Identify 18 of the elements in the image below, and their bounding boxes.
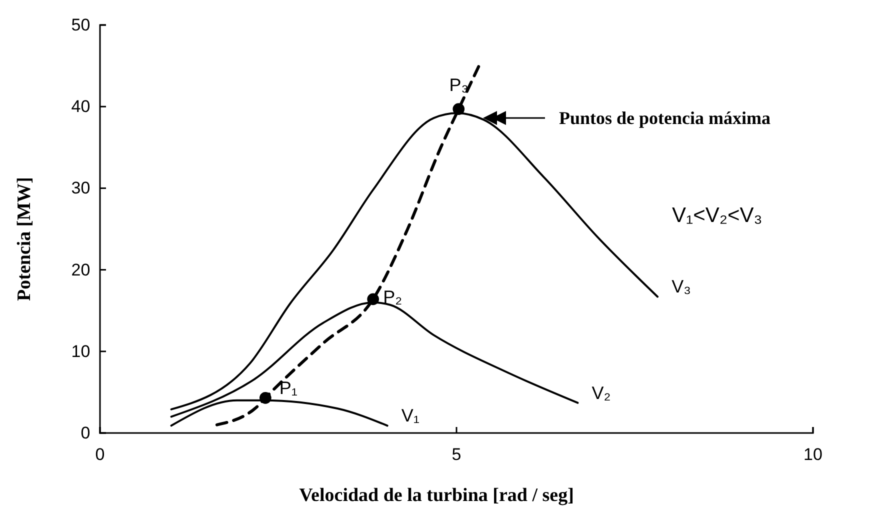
- annotation: Puntos de potencia máxima: [559, 108, 770, 128]
- series-label: V₂: [592, 382, 611, 403]
- series-label: V₁: [401, 406, 420, 426]
- series-label: V₃: [672, 276, 691, 297]
- x-tick-label: 10: [804, 444, 822, 464]
- annotation: P₃: [449, 75, 469, 96]
- x-axis-title: Velocidad de la turbina [rad / seg]: [299, 485, 574, 506]
- y-tick-label: 30: [71, 178, 90, 198]
- annotation: P₂: [383, 287, 402, 308]
- x-tick-label: 5: [452, 444, 462, 464]
- y-tick-label: 50: [71, 15, 90, 34]
- x-tick-label: 0: [95, 444, 105, 464]
- y-tick-label: 0: [80, 423, 90, 442]
- y-tick-label: 20: [71, 260, 90, 280]
- annotation: V₁<V₂<V₃: [672, 204, 762, 227]
- y-tick-label: 40: [71, 97, 90, 116]
- y-tick-label: 10: [71, 342, 90, 361]
- y-axis-title: Potencia [MW]: [14, 177, 35, 301]
